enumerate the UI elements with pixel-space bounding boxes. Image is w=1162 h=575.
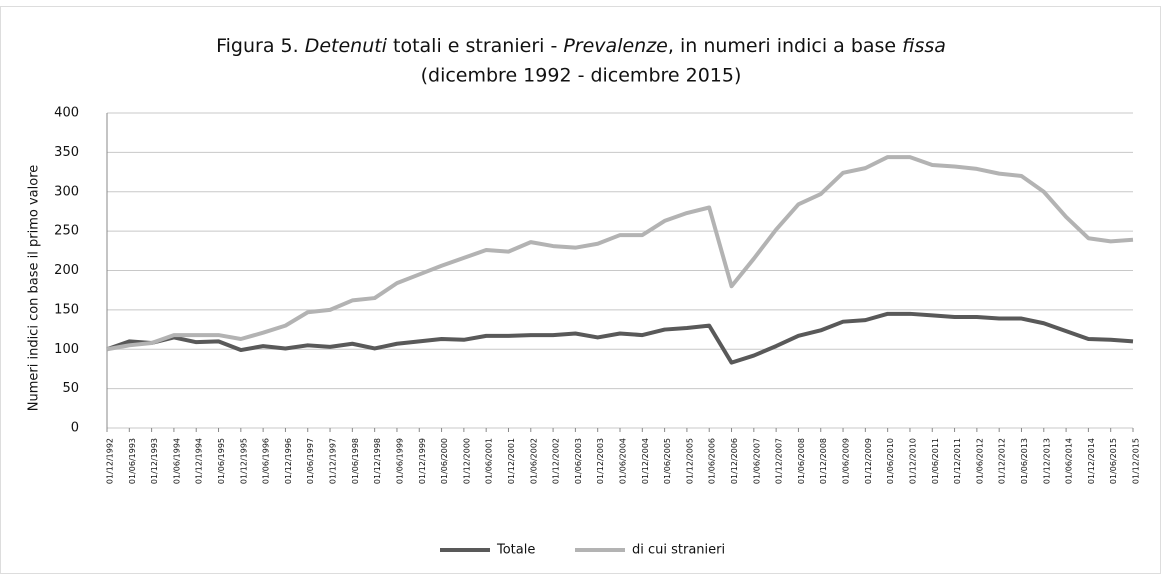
x-tick-label: 01/12/2009	[864, 438, 873, 484]
y-tick-label: 400	[54, 106, 79, 121]
y-tick-label: 300	[54, 184, 79, 199]
x-tick-label: 01/12/2014	[1087, 438, 1096, 484]
x-tick-label: 01/06/2000	[440, 438, 449, 484]
x-tick-label: 01/12/2001	[507, 438, 516, 484]
x-tick-label: 01/12/1994	[195, 438, 204, 484]
x-tick-label: 01/06/1998	[351, 438, 360, 484]
x-tick-label: 01/06/2015	[1109, 438, 1118, 484]
y-tick-label: 50	[62, 381, 79, 396]
x-tick-label: 01/12/2005	[685, 438, 694, 484]
series-line	[106, 155, 1134, 352]
x-tick-label: 01/06/2011	[931, 438, 940, 484]
x-tick-label: 01/12/2011	[953, 438, 962, 484]
x-tick-label: 01/12/2002	[552, 438, 561, 484]
x-tick-label: 01/12/1992	[106, 438, 115, 484]
legend-label: di cui stranieri	[632, 543, 725, 558]
title-part: totali e stranieri -	[387, 35, 563, 57]
x-tick-label: 01/06/2009	[842, 438, 851, 484]
x-tick-label: 01/06/2007	[752, 438, 761, 484]
x-tick-label: 01/06/1994	[172, 438, 181, 484]
x-tick-label: 01/06/2012	[975, 438, 984, 484]
x-tick-label: 01/12/2012	[998, 438, 1007, 484]
x-tick-label: 01/06/1995	[217, 438, 226, 484]
x-tick-label: 01/12/2008	[819, 438, 828, 484]
x-tick-label: 01/12/2003	[596, 438, 605, 484]
y-tick-label: 100	[54, 342, 79, 357]
title-part: Figura 5.	[216, 35, 305, 57]
chart-title: Figura 5. Detenuti totali e stranieri - …	[216, 35, 946, 57]
title-part: Detenuti	[305, 35, 388, 57]
x-tick-label: 01/06/1999	[395, 438, 404, 484]
x-tick-label: 01/12/2010	[908, 438, 917, 484]
x-tick-label: 01/06/2013	[1020, 438, 1029, 484]
y-tick-label: 250	[54, 224, 79, 239]
x-tick-label: 01/12/1998	[373, 438, 382, 484]
x-tick-label: 01/06/2008	[797, 438, 806, 484]
x-tick-label: 01/06/2004	[619, 438, 628, 484]
x-tick-label: 01/12/1996	[284, 438, 293, 484]
x-tick-label: 01/06/1997	[306, 438, 315, 484]
frame	[0, 6, 1161, 574]
x-tick-label: 01/12/2013	[1042, 438, 1051, 484]
x-tick-label: 01/12/2000	[462, 438, 471, 484]
x-tick-label: 01/06/2006	[708, 438, 717, 484]
y-tick-label: 200	[54, 263, 79, 278]
x-tick-label: 01/06/2014	[1065, 438, 1074, 484]
title-part: , in numeri indici a base	[668, 35, 902, 57]
x-tick-label: 01/12/2004	[641, 438, 650, 484]
x-tick-label: 01/06/1993	[128, 438, 137, 484]
x-tick-label: 01/12/2007	[775, 438, 784, 484]
y-tick-label: 150	[54, 302, 79, 317]
chart-subtitle: (dicembre 1992 - dicembre 2015)	[421, 65, 742, 87]
x-tick-label: 01/06/2002	[529, 438, 538, 484]
x-tick-label: 01/12/1995	[239, 438, 248, 484]
y-axis-label: Numeri indici con base il primo valore	[27, 165, 42, 412]
x-tick-label: 01/06/2005	[663, 438, 672, 484]
x-tick-label: 01/06/1996	[262, 438, 271, 484]
x-tick-label: 01/12/1997	[329, 438, 338, 484]
x-tick-label: 01/06/2003	[574, 438, 583, 484]
x-tick-label: 01/12/1999	[418, 438, 427, 484]
title-part: Prevalenze	[563, 35, 668, 57]
title-part: fissa	[902, 35, 946, 57]
y-tick-label: 0	[71, 421, 79, 436]
x-tick-label: 01/12/2006	[730, 438, 739, 484]
x-tick-label: 01/12/2015	[1132, 438, 1141, 484]
x-tick-label: 01/12/1993	[150, 438, 159, 484]
x-tick-label: 01/06/2010	[886, 438, 895, 484]
y-tick-label: 350	[54, 145, 79, 160]
x-tick-label: 01/06/2001	[485, 438, 494, 484]
legend-label: Totale	[496, 543, 535, 558]
series-line	[106, 311, 1134, 365]
